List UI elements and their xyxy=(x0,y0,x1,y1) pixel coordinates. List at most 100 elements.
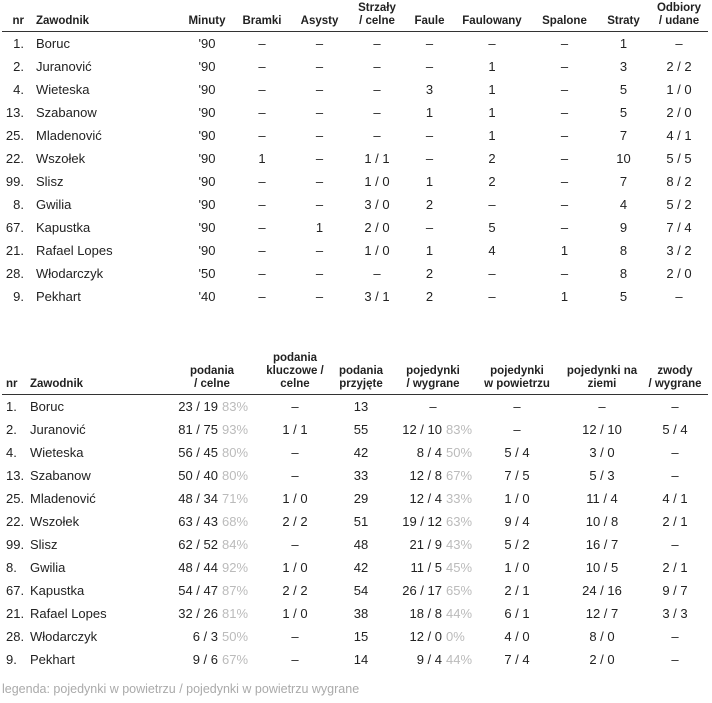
table-cell: 7 / 5 xyxy=(504,468,530,483)
table-cell: 42 xyxy=(353,445,369,460)
table-cell: 55 xyxy=(353,422,369,437)
table-cell: 51 xyxy=(353,514,369,529)
table-cell: 2 / 2 xyxy=(282,583,308,598)
table-cell: 2 / 0 xyxy=(589,652,615,667)
table-cell: 2 xyxy=(425,197,434,212)
table-cell: – xyxy=(488,266,496,281)
table-cell: 26 / 17 65% xyxy=(394,579,472,602)
cell-value: 6 / 3 xyxy=(192,629,218,644)
table-row: 67. Kapustka '90 – 1 2 / 0 – 5 – 9 7 / 4 xyxy=(2,216,708,239)
table-cell: 5 xyxy=(488,220,496,235)
table-cell: 13. xyxy=(6,468,25,483)
table-cell: 5 / 4 xyxy=(504,445,530,460)
table-cell: – xyxy=(560,105,569,120)
table-cell: 22. xyxy=(5,151,24,166)
table-cell: – xyxy=(291,629,299,644)
table-cell: – xyxy=(560,59,569,74)
table-row: 25. Mladenović '90 – – – – 1 – 7 4 / 1 xyxy=(2,124,708,147)
table-cell: 9 / 4 44% xyxy=(394,648,472,671)
table-cell: – xyxy=(671,652,679,667)
column-header: Zawodnik xyxy=(26,352,162,395)
table-cell: – xyxy=(560,82,569,97)
column-header: Faule xyxy=(407,2,452,32)
table-row: 13. Szabanow '90 – – – 1 1 – 5 2 / 0 xyxy=(2,101,708,124)
table-cell: 5 xyxy=(619,82,628,97)
table-cell: 2 / 0 xyxy=(666,266,692,281)
player-name: Wszołek xyxy=(36,151,86,166)
table-cell: – xyxy=(315,82,324,97)
table-cell: 1 xyxy=(488,82,496,97)
table-row: 28. Włodarczyk 6 / 3 50% – 15 12 / 0 0% 4 / 0 8 /… xyxy=(2,625,708,648)
table-cell: 24 / 16 xyxy=(582,583,622,598)
column-header: podania przyjęte xyxy=(328,352,394,395)
column-header: podania kluczowe / celne xyxy=(262,352,328,395)
cell-percent: 67% xyxy=(222,652,249,667)
table-cell: – xyxy=(315,289,324,304)
table-cell: '90 xyxy=(198,36,216,51)
table-cell: 21. xyxy=(6,606,25,621)
table-cell: – xyxy=(315,266,324,281)
table-cell: – xyxy=(291,399,299,414)
cell-value: 56 / 45 xyxy=(178,445,218,460)
table-cell: – xyxy=(373,82,381,97)
table-cell: 54 xyxy=(353,583,369,598)
cell-value: 32 / 26 xyxy=(178,606,218,621)
table-cell: – xyxy=(425,220,434,235)
column-header: pojedynki / wygrane xyxy=(394,352,472,395)
table-cell: 10 / 5 xyxy=(585,560,619,575)
table-cell: '50 xyxy=(198,266,216,281)
table-cell: 4. xyxy=(6,445,17,460)
table-cell: – xyxy=(291,652,299,667)
table-cell: – xyxy=(429,399,437,414)
table-cell: – xyxy=(488,36,496,51)
table-cell: 11 / 5 45% xyxy=(394,556,472,579)
legend: legenda: pojedynki w powietrzu / pojedyn… xyxy=(2,682,360,696)
table-cell: 28. xyxy=(5,266,24,281)
table-cell: 1 xyxy=(315,220,324,235)
cell-value: 12 / 0 xyxy=(409,629,442,644)
table-cell: 1 xyxy=(560,243,569,258)
table-cell: – xyxy=(598,399,606,414)
table-cell: – xyxy=(291,445,299,460)
table-cell: 12 / 8 67% xyxy=(394,464,472,487)
table-cell: 6 / 3 50% xyxy=(162,625,262,648)
table-cell: – xyxy=(425,59,434,74)
table-cell: 1 / 0 xyxy=(282,560,308,575)
player-name: Wszołek xyxy=(30,514,80,529)
column-header: Odbiory / udane xyxy=(650,2,708,32)
cell-value: 9 / 4 xyxy=(416,652,442,667)
player-name: Wieteska xyxy=(36,82,90,97)
table-row: 2. Juranović '90 – – – – 1 – 3 2 / 2 xyxy=(2,55,708,78)
column-header: nr xyxy=(2,2,32,32)
table-cell: – xyxy=(373,59,381,74)
table-row: 67. Kapustka 54 / 47 87% 2 / 2 54 26 / 17 65% 2 … xyxy=(2,579,708,602)
table-cell: 54 / 47 87% xyxy=(162,579,262,602)
table-row: 28. Włodarczyk '50 – – – 2 – – 8 2 / 0 xyxy=(2,262,708,285)
table-cell: – xyxy=(258,128,266,143)
cell-value: 21 / 9 xyxy=(409,537,442,552)
cell-value: 23 / 19 xyxy=(178,399,218,414)
table-cell: 3 / 2 xyxy=(666,243,692,258)
player-name: Boruc xyxy=(30,399,64,414)
cell-percent: 71% xyxy=(222,491,249,506)
table-row: 25. Mladenović 48 / 34 71% 1 / 0 29 12 / 4 33% 1… xyxy=(2,487,708,510)
column-header: pojedynki na ziemi xyxy=(562,352,642,395)
table-cell: 1 xyxy=(560,289,569,304)
cell-percent: 87% xyxy=(222,583,249,598)
column-header: Spalone xyxy=(532,2,597,32)
table-row: 9. Pekhart '40 – – 3 / 1 2 – 1 5 – xyxy=(2,285,708,308)
cell-percent: 68% xyxy=(222,514,249,529)
table-cell: 1 xyxy=(425,174,434,189)
cell-percent: 83% xyxy=(446,422,473,437)
cell-percent: 65% xyxy=(446,583,473,598)
table-cell: 5 / 4 xyxy=(662,422,688,437)
cell-percent: 80% xyxy=(222,445,249,460)
table-cell: 48 xyxy=(353,537,369,552)
cell-percent: 44% xyxy=(446,652,473,667)
table-cell: 12 / 10 83% xyxy=(394,418,472,441)
table-cell: – xyxy=(315,128,324,143)
table-cell: – xyxy=(671,468,679,483)
column-header: podania / celne xyxy=(162,352,262,395)
cell-value: 26 / 17 xyxy=(402,583,442,598)
table-cell: 4 xyxy=(619,197,628,212)
